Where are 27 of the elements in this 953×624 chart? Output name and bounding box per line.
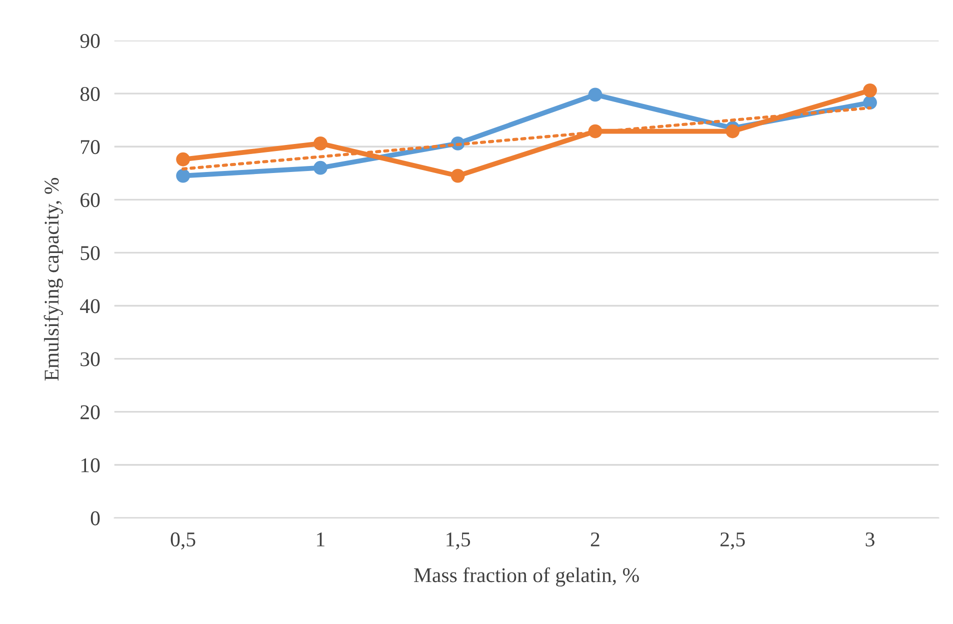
y-tick-label: 90	[80, 34, 100, 48]
y-tick-label: 50	[80, 246, 100, 260]
x-tick-label: 2,5	[720, 532, 745, 550]
y-tick-label: 70	[81, 140, 100, 154]
x-tick-label: 1	[317, 532, 324, 546]
y-tick-label: 60	[80, 193, 100, 208]
point	[588, 88, 602, 102]
point	[863, 83, 877, 98]
y-tick-label: 30	[80, 352, 100, 366]
point	[176, 152, 190, 166]
x-axis-title: Mass fraction of gelatin, %	[414, 567, 639, 587]
y-tick-label: 40	[80, 299, 100, 314]
x-tick-label: 0,5	[170, 532, 196, 550]
point	[314, 136, 328, 150]
x-tick-label: 2	[590, 532, 600, 546]
x-tick-label: 3	[866, 532, 874, 546]
point	[450, 168, 465, 183]
point	[176, 168, 190, 183]
y-tick-label: 80	[80, 86, 100, 102]
y-tick-label: 0	[90, 511, 100, 526]
y-tick-label: 20	[80, 405, 100, 420]
point	[588, 124, 602, 138]
y-tick-label: 10	[81, 458, 100, 472]
y-axis-title: Emulsifying capacity, %	[44, 178, 63, 381]
x-tick-label: 1,5	[446, 532, 470, 550]
point	[314, 160, 328, 175]
point	[726, 124, 740, 138]
